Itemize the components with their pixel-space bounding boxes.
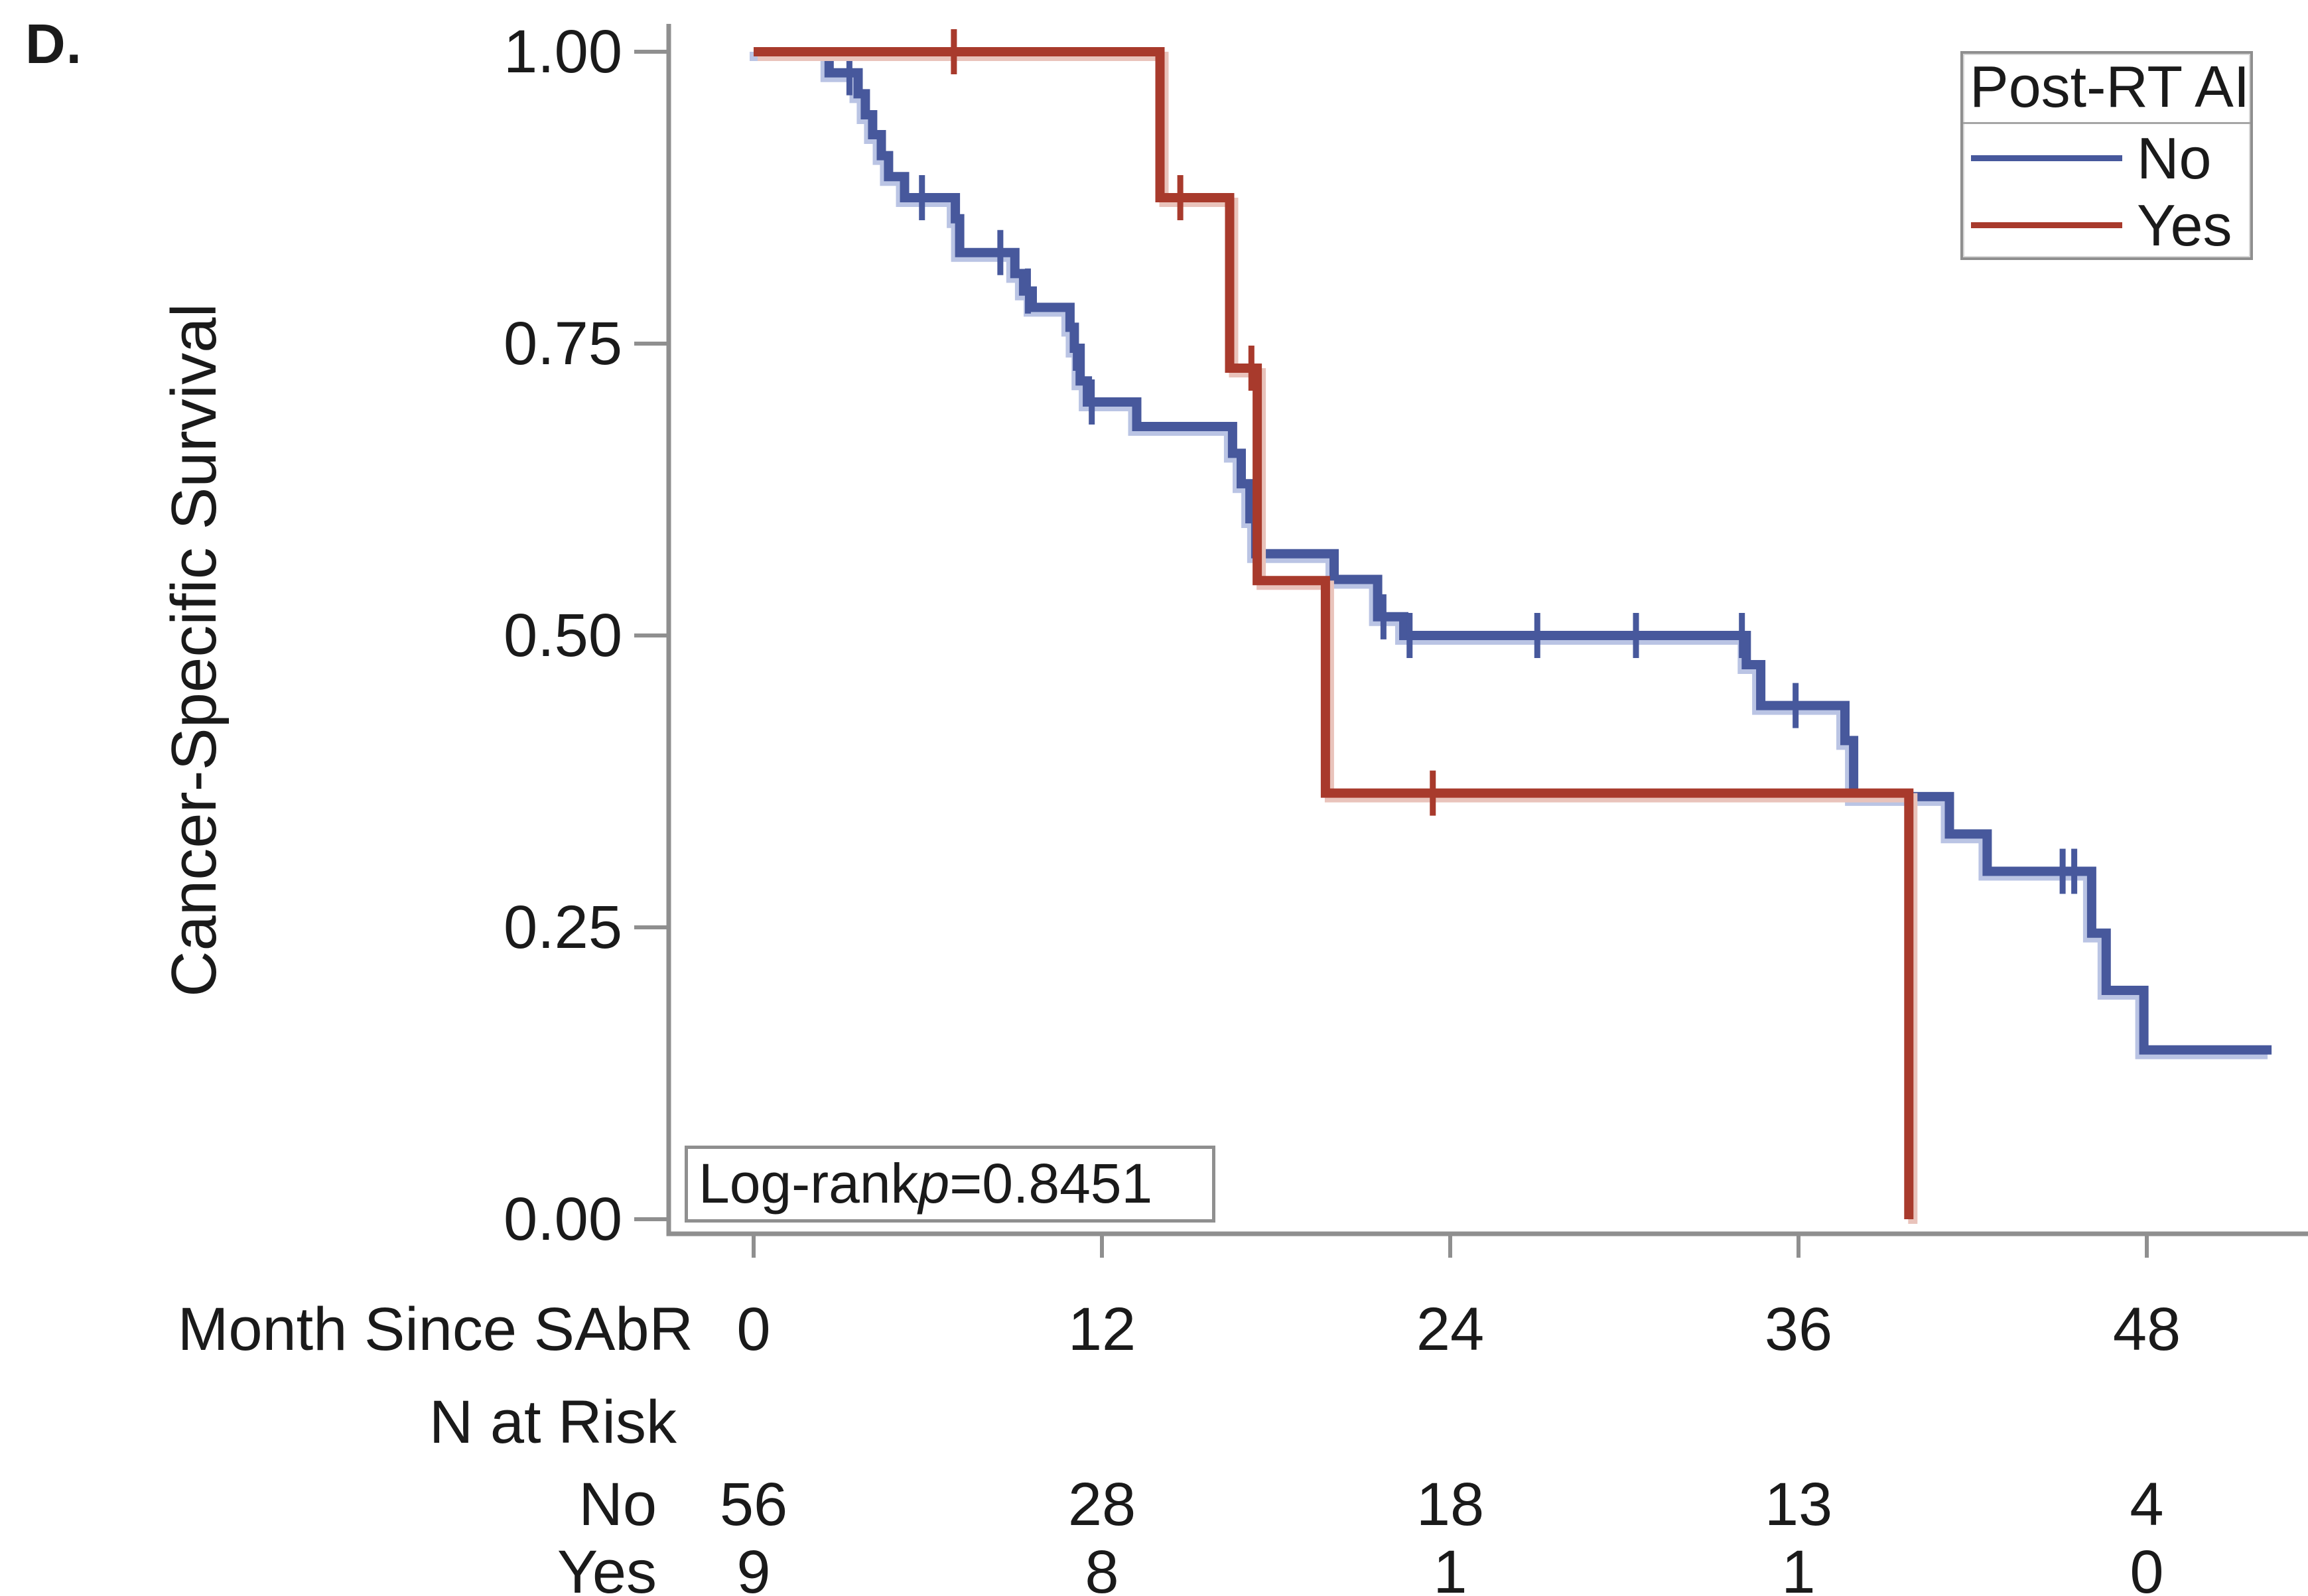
y-tick-label: 0.25 [503,894,622,961]
risk-value: 0 [2130,1538,2164,1596]
risk-value: 28 [1067,1471,1136,1538]
x-tick-label: 12 [1067,1296,1136,1363]
panel-label: D. [25,13,82,75]
risk-value: 4 [2130,1471,2164,1538]
y-tick-label: 0.50 [503,602,622,669]
risk-value: 8 [1085,1538,1119,1596]
x-tick-label: 48 [2112,1296,2181,1363]
log-rank-prefix: Log-rank [699,1152,919,1215]
risk-value: 56 [719,1471,788,1538]
y-tick-label: 1.00 [503,18,622,86]
legend-swatch-no-line [1971,155,2122,161]
risk-value: 18 [1416,1471,1485,1538]
legend-item-yes: Yes [2137,192,2232,258]
log-rank-annotation: Log-rankp=0.8451 [685,1146,1215,1223]
log-rank-value: =0.8451 [949,1152,1153,1215]
legend-item-no: No [2137,125,2212,191]
legend-swatch-yes-line [1971,222,2122,228]
legend-title: Post-RT AI [1963,54,2250,124]
y-axis-title: Cancer-Specific Survival [159,303,230,997]
x-tick-label: 0 [736,1296,771,1363]
y-tick-label: 0.75 [503,310,622,377]
legend: Post-RT AI No Yes [1960,51,2253,260]
axis-lines [666,24,2308,1236]
log-rank-p-symbol: p [918,1152,950,1215]
risk-value: 1 [1781,1538,1816,1596]
survival-curve-no [754,47,2272,1055]
y-tick-label: 0.00 [503,1185,622,1253]
risk-value: 13 [1764,1471,1833,1538]
risk-row-label-no: No [578,1471,657,1538]
x-tick-label: 36 [1764,1296,1833,1363]
risk-value: 9 [736,1538,771,1596]
survival-curve-yes [754,47,1914,1219]
risk-table-header: N at Risk [429,1388,677,1456]
x-tick-label: 24 [1416,1296,1485,1363]
x-axis-title: Month Since SAbR [177,1296,693,1363]
risk-value: 1 [1433,1538,1467,1596]
risk-row-label-yes: Yes [557,1538,657,1596]
